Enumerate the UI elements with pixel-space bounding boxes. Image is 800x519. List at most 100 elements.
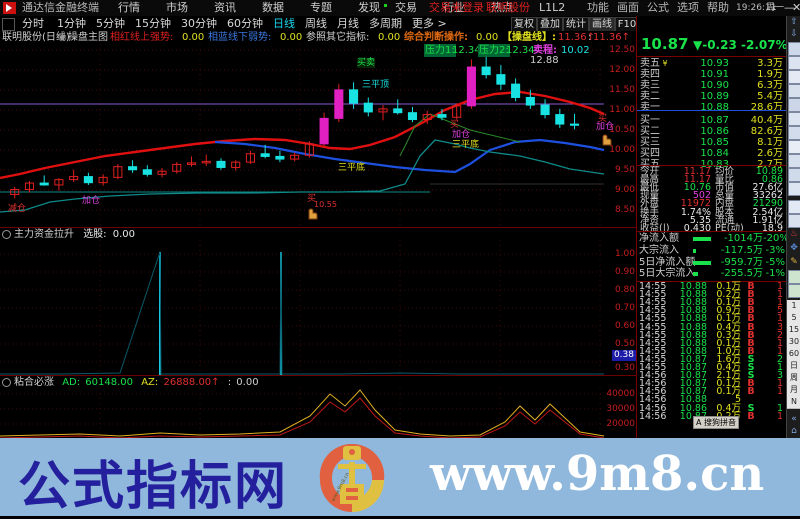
tick-row[interactable]: 14:56 10.87 0.1万 B 1 bbox=[637, 379, 787, 389]
candle-chart-icon[interactable] bbox=[788, 84, 800, 98]
tick-side: B bbox=[747, 297, 755, 309]
orange-box-icon[interactable] bbox=[788, 140, 800, 154]
order-book-row[interactable]: 卖五 ¥ 10.93 3.3万 bbox=[637, 58, 787, 69]
order-book-row[interactable]: 买一 10.87 40.4万 bbox=[637, 115, 787, 126]
order-book-row[interactable]: 卖四 10.91 1.9万 bbox=[637, 69, 787, 80]
tick-row[interactable]: 14:55 10.88 0.1万 B 1 bbox=[637, 297, 787, 309]
order-book-row[interactable]: 买五 10.83 2.7万 bbox=[637, 159, 787, 170]
right-period-N[interactable]: N bbox=[787, 396, 800, 409]
video-icon[interactable] bbox=[788, 214, 800, 228]
tick-row[interactable]: 14:55 10.87 0.4万 S 1 bbox=[637, 362, 787, 373]
order-book-row[interactable]: 卖二 10.89 5.4万 bbox=[637, 91, 787, 102]
f10-info-icon[interactable] bbox=[788, 112, 800, 126]
menu-right-1[interactable]: 画面 bbox=[617, 1, 639, 14]
period-tab-more[interactable]: 更多 > bbox=[412, 17, 447, 30]
globe-icon[interactable] bbox=[788, 168, 800, 182]
close-button[interactable]: ✕ bbox=[792, 1, 800, 14]
period-tab-30min[interactable]: 30分钟 bbox=[181, 17, 217, 30]
tick-row[interactable]: 14:55 10.88 0.1万 B 1 bbox=[637, 282, 787, 292]
message-icon[interactable] bbox=[788, 200, 800, 214]
menu-item-5[interactable]: 发现 bbox=[358, 1, 380, 14]
fire-icon[interactable]: ♨ bbox=[789, 229, 799, 239]
tick-count: 1 bbox=[776, 297, 783, 309]
layout-toggle-button[interactable] bbox=[2, 18, 15, 31]
tick-time: 14:55 bbox=[639, 297, 667, 309]
tick-row[interactable]: 14:55 10.88 1.0万 B 1 bbox=[637, 347, 787, 357]
menu-item-7[interactable]: 行业 bbox=[443, 1, 465, 14]
camera-icon[interactable] bbox=[788, 182, 800, 196]
report-icon[interactable] bbox=[788, 126, 800, 140]
tick-row[interactable]: 14:56 10.87 0.1万 B 1 bbox=[637, 386, 787, 398]
period-tab-day[interactable]: 日线 bbox=[273, 17, 295, 30]
tick-row[interactable]: 14:56 10.86 0.4万 S 1 bbox=[637, 403, 787, 413]
menu-item-0[interactable]: 行情 bbox=[118, 1, 140, 14]
menu-item-3[interactable]: 数据 bbox=[262, 1, 284, 14]
watermark-site-name: 公式指标网 bbox=[18, 457, 289, 517]
refresh-icon[interactable] bbox=[788, 284, 800, 298]
tick-time: 14:56 bbox=[639, 386, 667, 398]
period-tab-5min[interactable]: 5分钟 bbox=[96, 17, 125, 30]
chevron-left-icon[interactable]: « bbox=[791, 414, 797, 424]
period-tab-分时[interactable]: 分时 bbox=[22, 17, 44, 30]
tick-time: 14:56 bbox=[639, 370, 667, 382]
columns-icon[interactable] bbox=[788, 56, 800, 70]
grid-view-icon[interactable] bbox=[788, 42, 800, 56]
calendar-icon[interactable] bbox=[788, 154, 800, 168]
tick-row[interactable]: 14:55 10.88 0.1万 B 1 bbox=[637, 314, 787, 324]
up-arrow-icon[interactable]: ⇧ bbox=[790, 17, 798, 27]
pencil-icon[interactable]: ✎ bbox=[790, 257, 798, 267]
tick-volume: 2.1万 bbox=[716, 370, 741, 382]
line-chart-icon[interactable] bbox=[788, 70, 800, 84]
btn-复权[interactable]: 复权 bbox=[511, 17, 537, 32]
btn-画线[interactable]: 画线 bbox=[589, 17, 615, 32]
main-price-chart[interactable]: 12.50 12.00 11.50 11.00 10.50 10.00 9.50… bbox=[0, 44, 636, 227]
down-arrow-icon[interactable]: ⇩ bbox=[790, 29, 798, 39]
back-chevron-icon[interactable]: ‹ bbox=[772, 1, 777, 14]
tick-row[interactable]: 14:56 10.88 5 bbox=[637, 395, 787, 405]
order-book-row[interactable]: 卖三 10.90 6.3万 bbox=[637, 80, 787, 91]
tick-side: B bbox=[747, 321, 755, 333]
cap-pressure1-label: 压力1: bbox=[424, 44, 456, 57]
menu-item-6[interactable]: 交易 bbox=[395, 1, 417, 14]
f5-icon[interactable] bbox=[788, 270, 800, 284]
period-tab-15min[interactable]: 15分钟 bbox=[135, 17, 171, 30]
tick-count: 1 bbox=[776, 362, 783, 373]
mid-tick-6: 0.30 bbox=[614, 363, 635, 373]
period-tab-month[interactable]: 月线 bbox=[337, 17, 359, 30]
tick-row[interactable]: 14:55 10.88 0.9万 B 5 bbox=[637, 305, 787, 317]
tick-row[interactable]: 14:56 10.87 2.1万 S 3 bbox=[637, 370, 787, 382]
tick-row[interactable]: 14:55 10.88 0.2万 B 1 bbox=[637, 290, 787, 300]
tick-row[interactable]: 14:55 10.88 0.4万 B 3 bbox=[637, 321, 787, 333]
minimize-button[interactable]: — bbox=[784, 1, 795, 14]
indicator-pane-main-capital[interactable]: 主力资金拉升 选股: 0.00 bbox=[0, 227, 636, 376]
tick-row[interactable]: 14:55 10.88 0.3万 B 2 bbox=[637, 330, 787, 340]
ime-indicator[interactable]: A 搜狗拼音 bbox=[693, 416, 740, 429]
btn-统计[interactable]: 统计 bbox=[563, 17, 589, 32]
order-book-row[interactable]: 买四 10.84 2.6万 bbox=[637, 148, 787, 159]
menu-item-8[interactable]: 热点 bbox=[491, 1, 513, 14]
period-tab-week[interactable]: 周线 bbox=[305, 17, 327, 30]
move-icon[interactable]: ✥ bbox=[790, 243, 798, 253]
period-tab-1min[interactable]: 1分钟 bbox=[57, 17, 86, 30]
menu-item-9[interactable]: L1L2 bbox=[539, 1, 566, 14]
bell-icon[interactable]: ⌂ bbox=[791, 426, 797, 436]
menu-item-2[interactable]: 资讯 bbox=[214, 1, 236, 14]
tick-row[interactable]: 14:55 10.88 0.1万 B 1 bbox=[637, 338, 787, 348]
order-book-row[interactable]: 买三 10.85 8.1万 bbox=[637, 137, 787, 148]
tick-row[interactable]: 14:55 10.87 1.6万 S 2 bbox=[637, 355, 787, 365]
order-book-row[interactable]: 买二 10.86 82.6万 bbox=[637, 126, 787, 137]
btn-叠加[interactable]: 叠加 bbox=[537, 17, 563, 32]
menu-item-1[interactable]: 市场 bbox=[166, 1, 188, 14]
order-book-row[interactable]: 卖一 10.88 28.6万 bbox=[637, 102, 787, 113]
login-status[interactable]: 交易未登录 bbox=[429, 1, 484, 14]
menu-right-0[interactable]: 功能 bbox=[587, 1, 609, 14]
menu-right-2[interactable]: 公式 bbox=[647, 1, 669, 14]
period-tab-multi[interactable]: 多周期 bbox=[369, 17, 402, 30]
menu-item-4[interactable]: 专题 bbox=[310, 1, 332, 14]
table-icon[interactable] bbox=[788, 98, 800, 112]
tick-side: B bbox=[747, 305, 755, 317]
period-tab-60min[interactable]: 60分钟 bbox=[227, 17, 263, 30]
indicator-pane-adhesion[interactable]: 粘合必涨 AD: 60148.00 AZ: 26888.00↑ : 0.00 bbox=[0, 375, 636, 439]
menu-right-3[interactable]: 选项 bbox=[677, 1, 699, 14]
menu-right-4[interactable]: 帮助 bbox=[707, 1, 729, 14]
